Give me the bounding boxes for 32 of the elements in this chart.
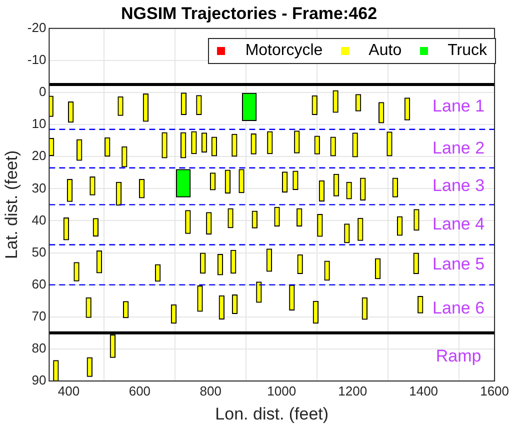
x-tick-label: 600	[128, 383, 151, 398]
annotation: Lane 1	[432, 96, 485, 116]
annotation: Lane 6	[432, 298, 485, 318]
x-tick-label: 1000	[267, 383, 296, 398]
annotation: Lane 2	[432, 138, 485, 158]
annotation: Ramp	[436, 346, 482, 366]
y-tick-label: -10	[27, 52, 46, 68]
legend-label: Motorcycle	[245, 42, 323, 60]
y-tick-label: 90	[32, 372, 46, 388]
chart-title: NGSIM Trajectories - Frame:462	[120, 4, 378, 23]
legend-label: Truck	[448, 42, 487, 60]
x-tick-label: 1600	[480, 383, 509, 398]
x-axis-title: Lon. dist. (feet)	[215, 404, 329, 424]
y-tick-label: 60	[32, 276, 46, 292]
x-tick-label: 1400	[409, 383, 438, 398]
y-tick-label: 0	[38, 84, 46, 100]
y-tick-label: 40	[32, 212, 46, 228]
y-tick-label: -20	[27, 20, 46, 35]
y-tick-label: 20	[32, 148, 46, 164]
x-tick-label: 800	[200, 383, 222, 398]
y-tick-label: 50	[32, 244, 46, 260]
y-tick-label: 70	[32, 308, 46, 324]
annotation: Lane 3	[432, 176, 485, 195]
x-tick-label: 1200	[338, 383, 368, 398]
y-axis-title: Lat. dist. (feet)	[2, 150, 21, 260]
y-tick-label: 10	[32, 116, 46, 132]
legend-label: Auto	[368, 42, 402, 60]
x-tick-label: 400	[58, 383, 80, 398]
annotation: Lane 4	[432, 214, 485, 234]
y-tick-label: 30	[32, 180, 46, 196]
annotation: Lane 5	[432, 254, 485, 274]
y-tick-label: 80	[32, 340, 46, 356]
